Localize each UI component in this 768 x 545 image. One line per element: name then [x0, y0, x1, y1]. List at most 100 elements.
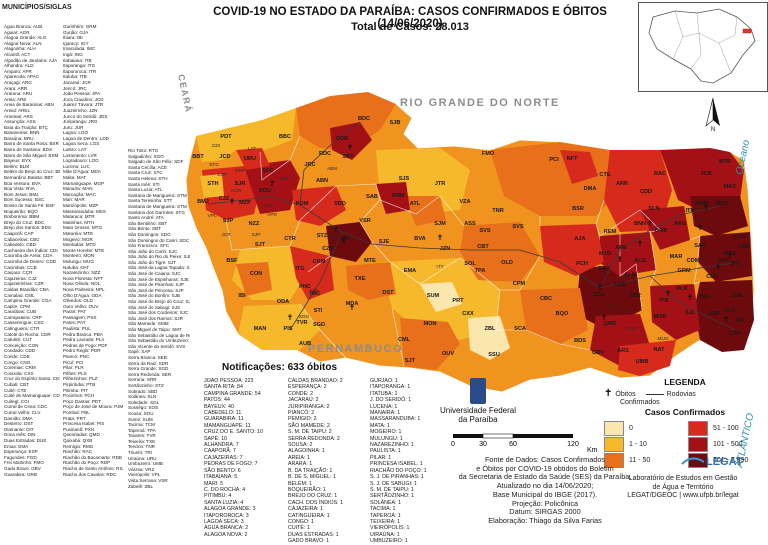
municipality-code-label: SLN — [648, 206, 659, 212]
municipality-entry: Serra Redonda: SER — [128, 371, 172, 377]
municipality-entry: São José dos Cordeiros: SJC — [128, 310, 189, 316]
municipality-code-label: PRT — [452, 298, 464, 304]
lab-credits: Laboratório de Estudos em Gestão de Água … — [600, 475, 766, 501]
deaths-entry: ITAPORANGA: 1 — [370, 384, 411, 391]
municipality-entry: Brejo do Cruz: BDC — [4, 219, 45, 225]
municipality-entry: Algodão de Jandaíra: AJA — [4, 57, 58, 63]
region-uirauna — [236, 148, 270, 170]
municipality-entry: Princesa Isabel: PIS — [63, 421, 105, 427]
municipality-code-label: CDM — [687, 258, 700, 264]
municipality-code-label: CRP — [235, 168, 245, 174]
municipality-entry: Baraúna: BRU — [4, 135, 34, 141]
municipality-entry: Imaculada: IMC — [63, 46, 96, 52]
deaths-column-2: CALDAS BRANDÃO: 2 ESPERANÇA: 2 CONDE: 2 JAC… — [288, 378, 368, 545]
municipality-entry: Mamanguape: MGP — [63, 180, 105, 186]
municipality-entry: Alhandra: ALD — [4, 63, 34, 69]
deaths-entry: BREJO DO CRUZ: 1 — [288, 493, 338, 500]
municipality-entry: Juripiranga: JRG — [63, 119, 98, 125]
municipality-code-label: SJT — [255, 242, 266, 248]
municipality-code-label: CDR — [336, 136, 348, 142]
municipality-entry: São João do Tigre: SJT — [128, 259, 177, 265]
deaths-entry: CABEDELO: 11 — [204, 410, 242, 417]
municipality-entry: Pedro Régis: PDR — [63, 348, 101, 354]
municipality-code-label: JRC — [304, 162, 315, 168]
credit-line: Elaboração: Thiago da Silva Farias — [488, 515, 602, 525]
deaths-entry: LUCENA: 1 — [370, 403, 398, 410]
municipality-code-label: EMA — [404, 268, 416, 274]
municipality-entry: João Pessoa: JPA — [63, 91, 101, 97]
municipality-entry: Maturéia: MTE — [63, 230, 94, 236]
municipality-entry: Mogeiro: MGR — [63, 236, 93, 242]
municipality-code-label: URU — [244, 156, 256, 162]
svg-text:N: N — [711, 127, 715, 132]
municipality-entry: São Miguel de Taipu: SMT — [128, 327, 182, 332]
municipality-code-label: SJE — [379, 239, 390, 245]
municipality-entry: Bonito de Santa Fé: BSF — [4, 203, 55, 208]
municipality-code-label: SJL — [685, 310, 696, 316]
deaths-entry: CAMPINA GRANDE: 54 — [204, 390, 261, 397]
municipality-entry: Jacaraú: JCR — [63, 79, 91, 85]
municipality-code-label: BDS — [574, 338, 586, 344]
municipality-code-label: CGA — [593, 292, 605, 298]
municipality-entry: Pilar: PLR — [63, 365, 84, 371]
legend-swatch — [604, 420, 624, 436]
municipality-entry: Nova Olinda: NOL — [63, 281, 101, 287]
municipality-code-label: SVS — [512, 224, 523, 230]
municipality-entry: Riachão do Bacamarte: RDB — [63, 454, 122, 460]
municipality-entry: Catolé do Rocha: CDR — [4, 331, 51, 337]
region-catole — [330, 122, 372, 160]
deaths-entry: CAJAZEIRA: 1 — [288, 506, 324, 513]
municipality-code-label: CTE — [599, 172, 610, 178]
municipality-code-label: SJP — [223, 218, 234, 224]
municipality-entry: Casserengue: CSG — [4, 320, 44, 326]
municipality-entry: Itabaiana: ITB — [63, 57, 92, 63]
municipality-entry: Amparo: APR — [4, 68, 32, 74]
municipality-code-label: PCI — [549, 157, 559, 163]
municipality-entry: Lagoa de Dentro: LDD — [63, 135, 109, 141]
deaths-entry: UMBUZEIRO: 1 — [370, 538, 408, 545]
municipality-entry: Boa Ventura: BVA — [4, 180, 41, 186]
municipality-entry: São João do Cariri: SJC — [128, 248, 178, 254]
deaths-entry: CRUZ DO E. SANTO: 10 — [204, 429, 264, 436]
municipality-entry: Riacho de Santo Antônio: RSA — [63, 465, 123, 471]
municipality-code-label: POM — [296, 201, 309, 207]
deaths-notifications-title: Notificações: 633 óbitos — [222, 362, 338, 373]
municipality-code-label: ABN — [327, 166, 337, 172]
municipality-code-label: FMO — [482, 151, 495, 157]
municipality-code-label: SJT — [405, 358, 416, 364]
municipality-entry: Santa Teresinha: STT — [128, 198, 173, 204]
municipality-code-label: FGD — [627, 326, 638, 332]
municipality-entry: Natuba: NAT — [63, 264, 90, 270]
municipality-code-label: MGR — [653, 314, 666, 320]
municipality-code-label: ITB — [659, 298, 668, 304]
municipality-entry: Santa Inês: STI — [128, 181, 160, 187]
municipality-entry: São José dos Ramos: SJR — [128, 315, 183, 321]
municipality-code-label: MAN — [254, 326, 267, 332]
legend-class-row: 1 - 10 — [604, 436, 678, 452]
legend-swatch — [688, 436, 708, 452]
municipality-code-label: SBD — [334, 201, 346, 207]
municipality-entry: Soledade: SOL — [128, 399, 160, 405]
cross-icon: ✝ — [604, 388, 613, 399]
municipality-entry: Quixabá: QXB — [63, 437, 93, 443]
municipality-entry: Dona Inês: DIN — [4, 432, 36, 438]
municipality-code-label: NAT — [653, 347, 665, 353]
municipality-code-label: JZN — [440, 246, 451, 252]
deaths-entry: TEIXEIRA: 1 — [370, 518, 401, 525]
municipality-entry: Junco do Seridó: JDS — [63, 113, 108, 119]
municipality-entry: Condado: CDD — [4, 348, 36, 354]
region-itabaiana — [650, 284, 700, 340]
municipality-code-label: CON — [250, 271, 262, 277]
municipality-entry: Barra de Santana: BDS — [4, 147, 53, 153]
deaths-entry: SÃO BENTO: 6 — [204, 467, 241, 474]
region-campina — [576, 264, 642, 330]
deaths-entry: SERTÃOZINHO: 1 — [370, 493, 415, 500]
municipality-entry: Itapororoca: ITR — [63, 68, 97, 74]
municipality-entry: Brejo dos Santos: BDS — [4, 225, 51, 231]
legend-title: LEGENDA — [664, 377, 706, 387]
deaths-entry: SÃO MAMEDE: 2 — [288, 422, 330, 429]
municipality-entry: Lucena: LUC — [63, 163, 90, 169]
municipality-entry: Bananeiras: BNN — [4, 130, 40, 136]
municipality-code-label: SJM — [434, 221, 446, 227]
municipality-code-label: CJZ — [219, 196, 230, 202]
